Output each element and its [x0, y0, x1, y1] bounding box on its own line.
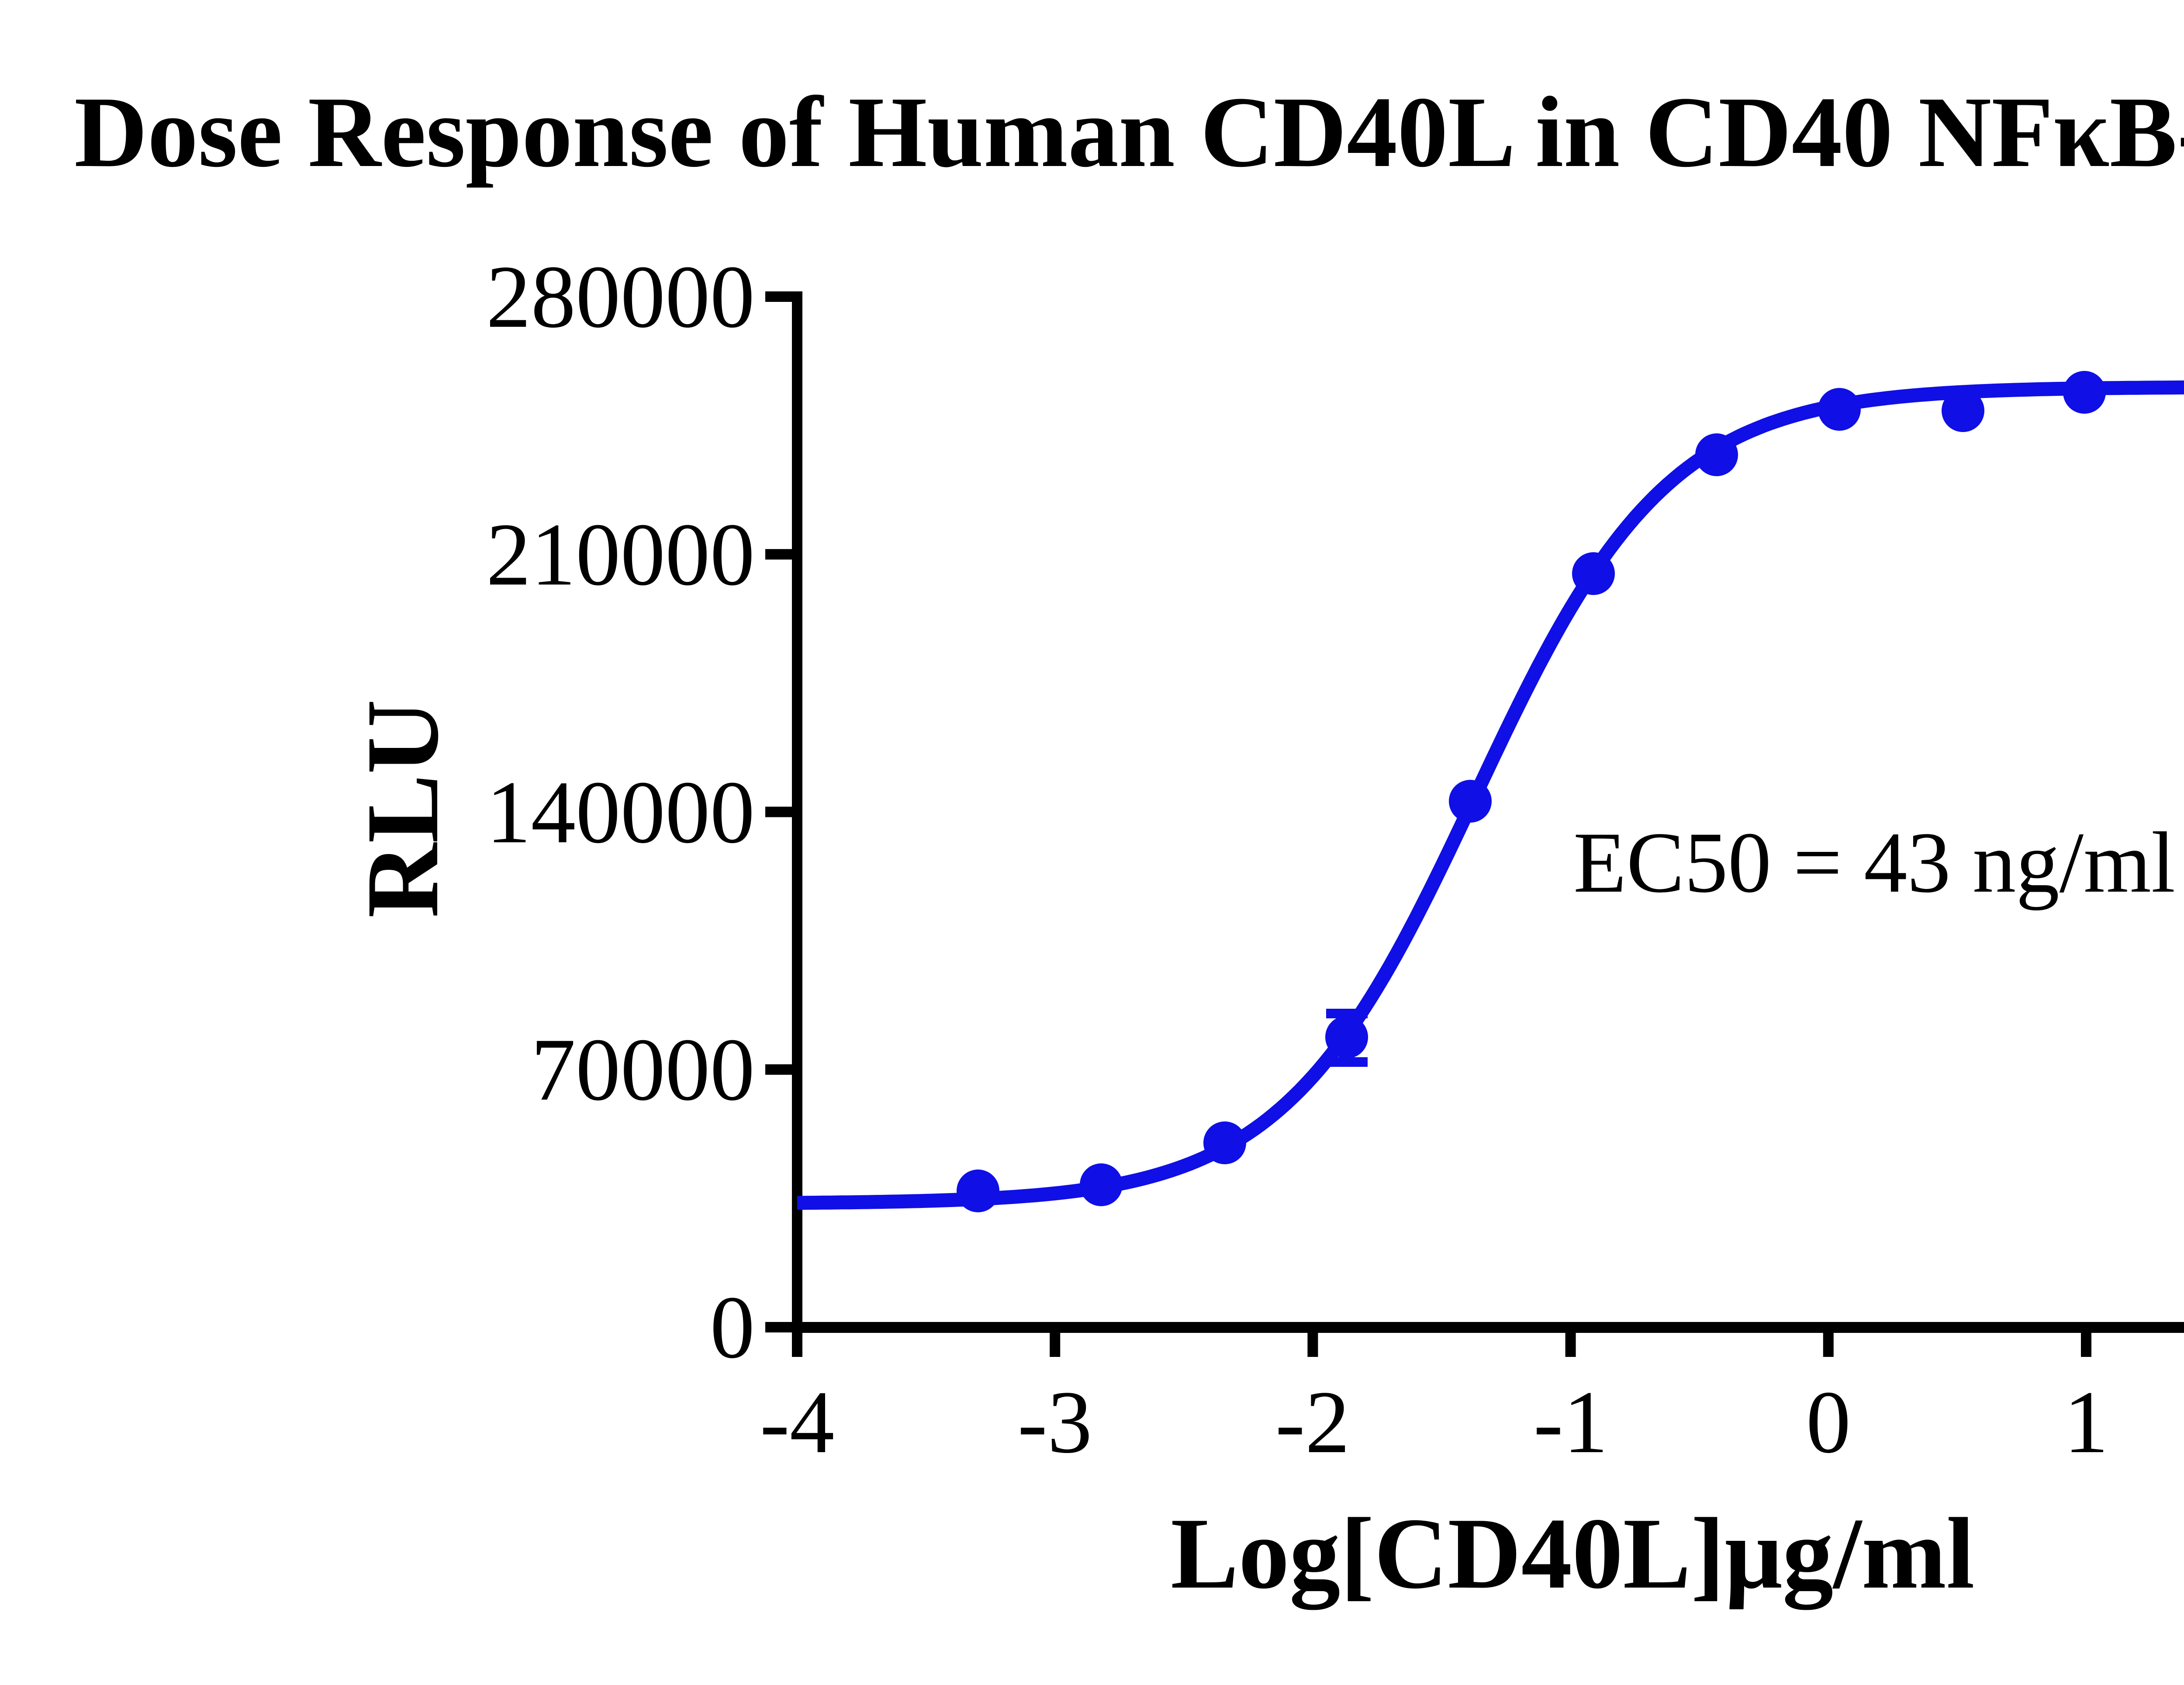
svg-text:210000: 210000 [486, 505, 755, 604]
svg-text:0: 0 [1806, 1373, 1851, 1472]
svg-text:70000: 70000 [531, 1020, 755, 1119]
svg-text:-2: -2 [1275, 1373, 1350, 1472]
svg-text:140000: 140000 [486, 763, 755, 862]
svg-text:-4: -4 [760, 1373, 835, 1472]
svg-text:EC50 = 43 ng/ml: EC50 = 43 ng/ml [1573, 815, 2175, 911]
svg-text:-1: -1 [1534, 1373, 1608, 1472]
svg-text:1: 1 [2064, 1373, 2109, 1472]
svg-text:RLU: RLU [346, 699, 460, 918]
svg-text:280000: 280000 [486, 247, 755, 346]
svg-text:Log[CD40L]μg/ml: Log[CD40L]μg/ml [1171, 1497, 1975, 1610]
svg-text:-3: -3 [1018, 1373, 1092, 1472]
svg-text:Dose Response of Human CD40L i: Dose Response of Human CD40L in CD40 NFκ… [74, 76, 2184, 188]
svg-text:0: 0 [710, 1278, 755, 1377]
